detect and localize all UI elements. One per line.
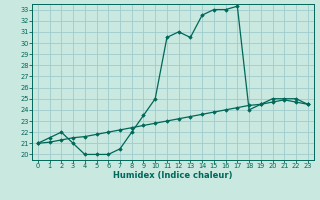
X-axis label: Humidex (Indice chaleur): Humidex (Indice chaleur) <box>113 171 233 180</box>
